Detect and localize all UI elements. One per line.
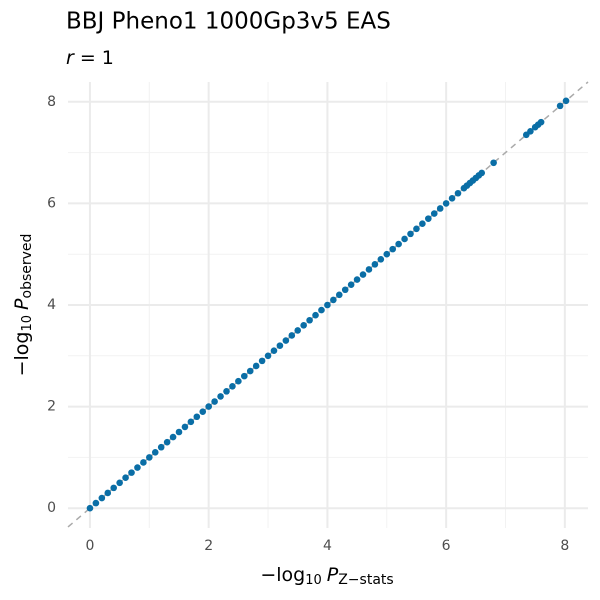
point bbox=[436, 205, 444, 212]
point bbox=[264, 352, 272, 360]
x-label-prefix: −log bbox=[260, 564, 305, 586]
point bbox=[312, 311, 319, 319]
point bbox=[175, 428, 183, 436]
point bbox=[276, 342, 284, 349]
point bbox=[341, 286, 349, 294]
point bbox=[383, 250, 391, 258]
point bbox=[241, 372, 248, 380]
x-tick-label: 4 bbox=[323, 538, 332, 554]
point bbox=[419, 220, 426, 228]
x-axis-label: −log10 PZ−stats bbox=[260, 564, 393, 589]
point bbox=[169, 433, 177, 441]
point bbox=[187, 418, 195, 426]
point bbox=[306, 316, 313, 324]
point bbox=[140, 459, 147, 466]
point bbox=[490, 159, 497, 167]
x-label-var: P bbox=[327, 564, 339, 586]
y-axis-label: −log10 Pobserved bbox=[11, 234, 36, 377]
points bbox=[86, 97, 570, 512]
point bbox=[330, 296, 337, 304]
point bbox=[116, 479, 123, 487]
point bbox=[288, 332, 296, 339]
point bbox=[556, 102, 564, 110]
point bbox=[442, 200, 450, 207]
point bbox=[193, 413, 201, 421]
y-tick-label: 4 bbox=[47, 297, 56, 313]
point bbox=[401, 235, 408, 243]
point bbox=[478, 169, 486, 177]
chart-subtitle: r = 1 bbox=[66, 47, 114, 69]
x-tick-label: 0 bbox=[86, 538, 95, 554]
point bbox=[211, 398, 218, 405]
point bbox=[110, 484, 118, 492]
point bbox=[270, 347, 278, 355]
point bbox=[413, 225, 420, 233]
x-tick-label: 8 bbox=[560, 538, 569, 554]
x-label-subvar: Z−stats bbox=[338, 572, 393, 588]
x-tick-label: 2 bbox=[204, 538, 213, 554]
y-label-sub: 10 bbox=[20, 315, 35, 332]
point bbox=[217, 393, 224, 400]
point bbox=[377, 255, 385, 263]
point bbox=[430, 210, 438, 217]
point bbox=[157, 443, 165, 451]
y-tick-label: 8 bbox=[47, 94, 56, 110]
point bbox=[151, 449, 159, 456]
point bbox=[229, 382, 236, 390]
point bbox=[92, 499, 100, 507]
point bbox=[527, 127, 534, 135]
y-tick-label: 6 bbox=[47, 195, 56, 211]
point bbox=[365, 266, 373, 273]
point bbox=[318, 306, 325, 314]
point bbox=[122, 474, 129, 482]
point bbox=[246, 367, 254, 375]
point bbox=[199, 408, 207, 415]
point bbox=[181, 423, 189, 431]
point bbox=[258, 357, 266, 365]
point bbox=[235, 377, 242, 385]
point bbox=[395, 240, 402, 248]
point bbox=[562, 97, 570, 105]
point bbox=[104, 489, 112, 497]
point bbox=[335, 291, 343, 299]
x-label-sub: 10 bbox=[305, 573, 322, 588]
point bbox=[359, 271, 367, 278]
y-tick-label: 0 bbox=[47, 500, 56, 516]
point bbox=[294, 327, 302, 334]
point bbox=[454, 189, 462, 197]
point bbox=[98, 494, 106, 502]
y-label-var: P bbox=[11, 298, 33, 310]
subtitle-rest: = 1 bbox=[80, 47, 114, 69]
point bbox=[252, 362, 260, 370]
point bbox=[537, 118, 545, 126]
x-tick-label: 6 bbox=[442, 538, 451, 554]
point bbox=[300, 322, 307, 329]
point bbox=[407, 230, 414, 238]
point bbox=[163, 438, 171, 446]
point bbox=[448, 195, 456, 202]
point bbox=[86, 504, 94, 512]
point bbox=[353, 276, 361, 283]
y-label-prefix: −log bbox=[11, 332, 33, 377]
subtitle-var: r bbox=[66, 47, 75, 69]
y-label-subvar: observed bbox=[19, 234, 35, 299]
point bbox=[389, 245, 397, 253]
point bbox=[205, 403, 212, 410]
point bbox=[223, 388, 230, 395]
point bbox=[347, 281, 355, 288]
point bbox=[128, 469, 135, 476]
point bbox=[146, 454, 153, 461]
point bbox=[282, 337, 290, 344]
point bbox=[371, 261, 379, 268]
point bbox=[324, 301, 331, 309]
point bbox=[425, 215, 432, 222]
y-tick-label: 2 bbox=[47, 399, 56, 415]
point bbox=[134, 464, 141, 471]
chart-title: BBJ Pheno1 1000Gp3v5 EAS bbox=[66, 9, 391, 35]
